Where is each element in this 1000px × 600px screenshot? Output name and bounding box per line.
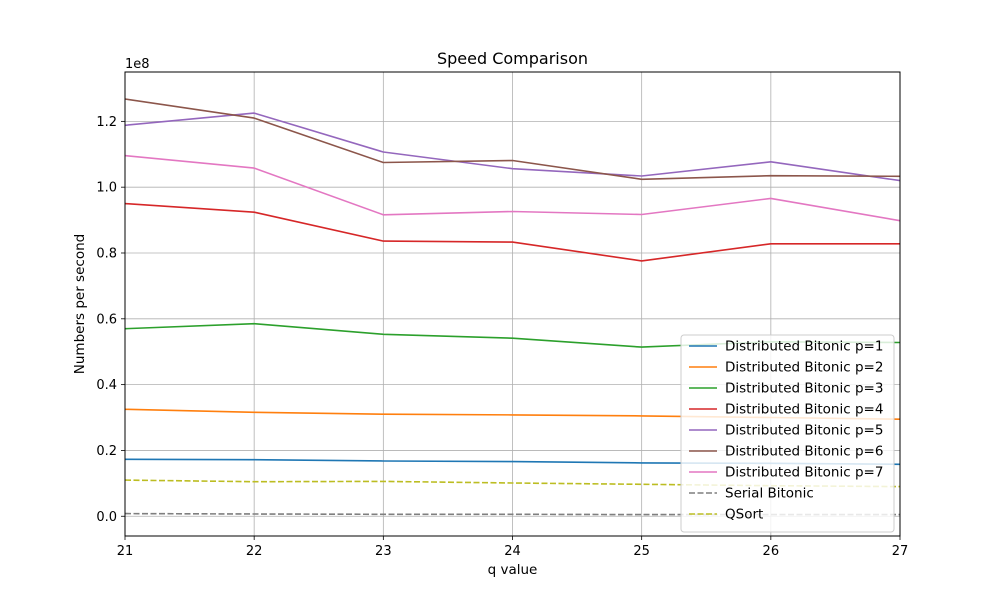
legend-label: Distributed Bitonic p=6 [725, 444, 883, 460]
y-tick-label: 1.2 [96, 115, 117, 130]
y-tick-label: 0.0 [96, 510, 117, 525]
x-tick-label: 27 [892, 544, 909, 559]
y-tick-label: 0.8 [96, 246, 117, 261]
series-line-5 [124, 112, 901, 182]
legend-box [680, 334, 895, 533]
legend-label: Distributed Bitonic p=7 [725, 465, 883, 481]
y-axis-offset-text: 1e8 [125, 57, 150, 72]
legend-label: Distributed Bitonic p=4 [725, 402, 883, 418]
chart-title: Speed Comparison [437, 49, 588, 68]
series-line-6 [124, 98, 901, 181]
x-axis-label: q value [488, 562, 538, 578]
legend: Distributed Bitonic p=1 Distributed Biton… [680, 334, 895, 533]
x-tick-label: 26 [763, 544, 780, 559]
y-tick-label: 0.4 [96, 378, 117, 393]
legend-label: Distributed Bitonic p=5 [725, 423, 883, 439]
x-tick-label: 21 [117, 544, 134, 559]
legend-label: Distributed Bitonic p=1 [725, 339, 883, 355]
x-tick-label: 23 [375, 544, 392, 559]
series-line-9 [124, 479, 901, 488]
x-tick-label: 25 [633, 544, 650, 559]
y-tick-label: 1.0 [96, 181, 117, 196]
x-tick-label: 24 [504, 544, 521, 559]
y-axis-label: Numbers per second [72, 234, 88, 374]
x-tick-label: 22 [246, 544, 263, 559]
legend-label: Serial Bitonic [725, 486, 814, 502]
series-line-4 [124, 202, 900, 262]
legend-label: Distributed Bitonic p=3 [725, 381, 883, 397]
legend-label: QSort [725, 507, 763, 523]
series-line-7 [124, 154, 901, 222]
series-line-8 [124, 512, 900, 516]
legend-label: Distributed Bitonic p=2 [725, 360, 883, 376]
axis-ticks: 21 22 23 24 25 26 27 0.0 0.2 0.4 0.6 0.8 1.0 1.2 [96, 115, 908, 559]
y-tick-label: 0.2 [96, 444, 117, 459]
series-lines [124, 98, 901, 516]
y-tick-label: 0.6 [96, 312, 117, 327]
